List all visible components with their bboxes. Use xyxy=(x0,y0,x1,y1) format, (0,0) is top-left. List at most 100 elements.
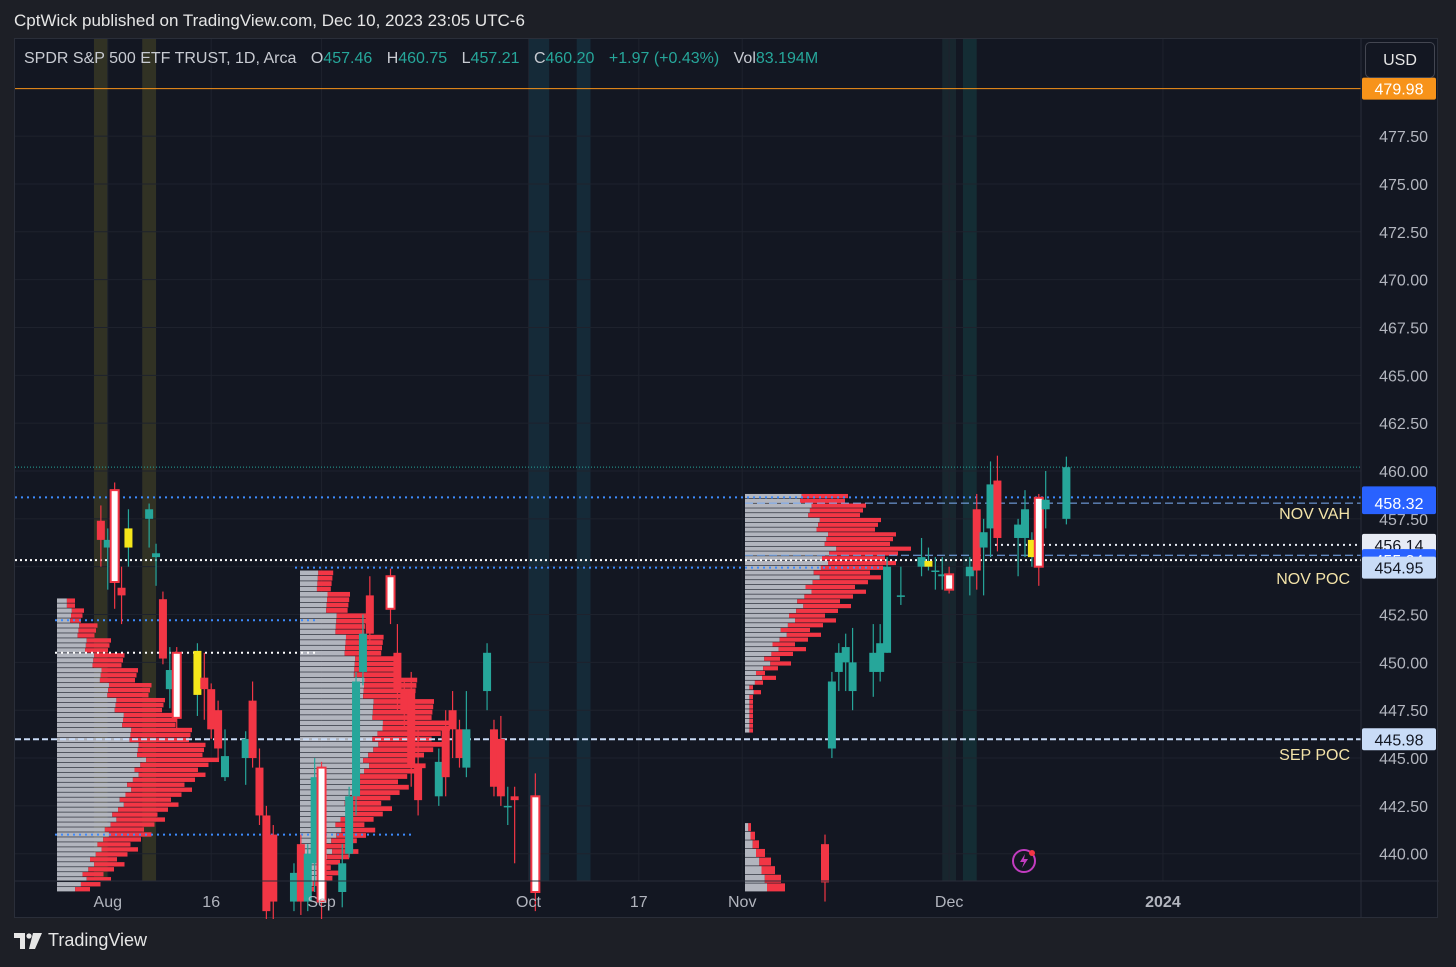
profile-bar-up xyxy=(745,623,788,628)
profile-bar-up xyxy=(745,498,800,503)
price-tick-label: 450.00 xyxy=(1379,655,1428,672)
profile-bar-up xyxy=(57,643,86,648)
candle xyxy=(393,624,402,711)
candle xyxy=(931,557,940,590)
profile-bar-up xyxy=(745,632,787,637)
candle xyxy=(821,834,829,902)
profile-bar-up xyxy=(300,608,327,613)
profile-bar-down xyxy=(93,658,123,663)
profile-bar-up xyxy=(745,685,750,690)
profile-bar-up xyxy=(745,570,814,575)
candle xyxy=(269,825,278,919)
profile-bar-down xyxy=(138,772,206,777)
price-tick-label: 445.00 xyxy=(1379,751,1428,768)
profile-bar-down xyxy=(100,673,137,678)
profile-bar-up xyxy=(57,668,102,673)
profile-bar-down xyxy=(829,551,898,556)
candle xyxy=(944,566,955,594)
symbol-title: SPDR S&P 500 ETF TRUST, 1D, Arca xyxy=(24,50,297,67)
candle-body xyxy=(489,729,498,787)
price-tick-label: 462.50 xyxy=(1379,416,1428,433)
footer-brand[interactable]: TradingView xyxy=(14,930,147,951)
profile-bar-down xyxy=(341,827,376,833)
profile-bar-up xyxy=(300,672,354,678)
profile-bar-down xyxy=(327,591,350,597)
profile-bar-up xyxy=(745,608,797,613)
candle xyxy=(214,700,223,762)
profile-bar-down xyxy=(372,715,432,720)
chart-panel[interactable]: NOV VAH NOV POC SEP POC 440.00 442.50 445.00 4… xyxy=(14,38,1439,919)
currency-button[interactable]: USD xyxy=(1365,42,1435,78)
profile-bar-up xyxy=(300,704,374,710)
candle xyxy=(1041,471,1050,529)
profile-bar-up xyxy=(57,638,87,643)
profile-bar-up xyxy=(300,575,318,581)
profile-bar-down xyxy=(826,537,893,542)
profile-bar-down xyxy=(316,586,331,592)
profile-bar-down xyxy=(107,692,149,698)
price-tick-label: 442.50 xyxy=(1379,799,1428,816)
profile-bar-down xyxy=(756,670,765,676)
profile-bar-up xyxy=(745,670,756,676)
candle xyxy=(152,543,161,586)
profile-bar-down xyxy=(355,656,401,661)
profile-bar-up xyxy=(300,699,374,704)
candle xyxy=(407,671,416,787)
profile-bar-down xyxy=(116,817,165,822)
profile-bar-up xyxy=(57,742,139,748)
candle-body xyxy=(96,520,105,540)
profile-bar-down xyxy=(112,812,158,817)
candle xyxy=(938,557,947,590)
price-tick-label: 477.50 xyxy=(1379,129,1428,146)
profile-bar-down xyxy=(762,675,776,680)
profile-bar-up xyxy=(57,787,132,792)
profile-bar-up xyxy=(745,508,810,513)
level-label: SEP POC xyxy=(1279,747,1350,764)
profile-bar-down xyxy=(335,629,365,635)
profile-bar-down xyxy=(818,522,878,527)
profile-bar-down xyxy=(749,728,753,733)
profile-bar-down xyxy=(353,672,398,678)
profile-bar-down xyxy=(103,837,141,842)
profile-bar-up xyxy=(745,661,771,666)
profile-bar-down xyxy=(130,732,191,738)
profile-bar-down xyxy=(750,831,755,840)
profile-bar-up xyxy=(57,618,71,623)
candle-body xyxy=(407,691,416,768)
profile-bar-down xyxy=(756,848,765,857)
price-tick-label: 447.50 xyxy=(1379,703,1428,720)
profile-bar-up xyxy=(57,822,111,827)
profile-bar-up xyxy=(745,589,812,594)
profile-bar-up xyxy=(745,513,809,518)
profile-bar-up xyxy=(300,624,336,629)
candle-body xyxy=(883,566,892,653)
candle xyxy=(414,729,423,816)
profile-bar-up xyxy=(57,762,141,768)
profile-bar-up xyxy=(300,629,336,635)
profile-bar-down xyxy=(780,627,810,633)
profile-bar-down xyxy=(97,842,131,847)
profile-bar-up xyxy=(745,527,817,532)
profile-bar-down xyxy=(137,752,203,758)
price-chart[interactable]: NOV VAH NOV POC SEP POC 440.00 442.50 445.00 4… xyxy=(15,39,1439,919)
profile-bar-down xyxy=(119,797,171,802)
lightning-icon[interactable] xyxy=(1011,848,1037,874)
profile-bar-up xyxy=(300,774,359,779)
profile-bar-up xyxy=(745,551,830,556)
candle-body xyxy=(869,652,878,672)
profile-bar-up xyxy=(745,866,762,875)
candle-body xyxy=(944,573,955,591)
candle xyxy=(434,748,443,806)
profile-bar-down xyxy=(748,823,751,832)
profile-bar-up xyxy=(57,683,109,688)
candle-body xyxy=(441,729,450,778)
candle xyxy=(965,557,974,596)
profile-bar-down xyxy=(336,618,366,624)
profile-bar-down xyxy=(86,638,111,643)
profile-bar-up xyxy=(300,784,360,790)
candle-body xyxy=(200,677,209,690)
profile-bar-down xyxy=(761,866,775,875)
candle-body xyxy=(1033,496,1044,568)
profile-bar-up xyxy=(300,709,373,715)
candle xyxy=(979,518,988,596)
